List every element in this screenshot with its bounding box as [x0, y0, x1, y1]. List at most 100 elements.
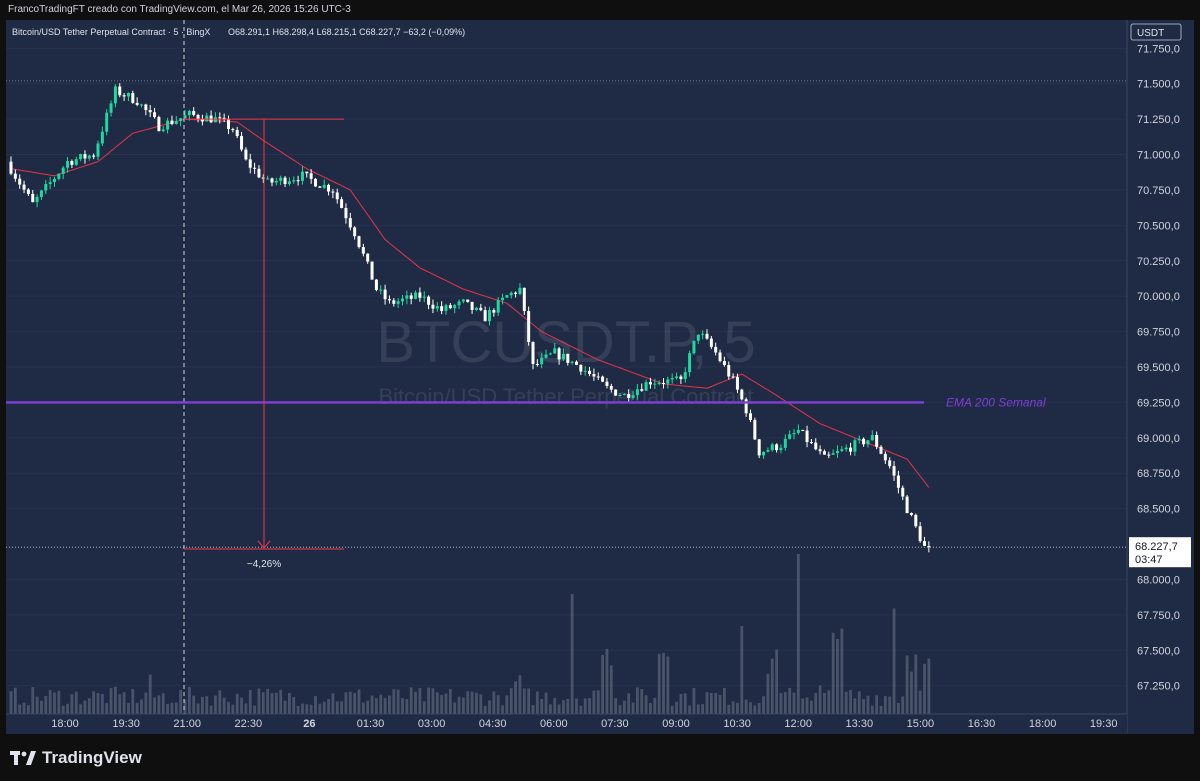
price-tick-label: 71.000,0 — [1137, 150, 1180, 162]
candle-body — [653, 383, 657, 385]
volume-bar — [592, 690, 596, 714]
volume-bar — [35, 696, 39, 714]
volume-bar — [844, 691, 848, 714]
attribution-text: FrancoTradingFT creado con TradingView.c… — [8, 4, 351, 15]
price-tick-label: 70.750,0 — [1137, 185, 1180, 197]
volume-bar — [370, 695, 374, 714]
candle-body — [814, 442, 818, 450]
time-tick-label: 03:00 — [418, 718, 446, 730]
candle-body — [575, 361, 578, 365]
volume-bar — [122, 692, 126, 714]
volume-bar — [135, 702, 139, 714]
time-axis[interactable]: 18:00 19:30 21:00 22:30 26 01:30 03:00 04:30 06:… — [6, 713, 1127, 734]
volume-bar — [888, 696, 892, 714]
volume-bar — [736, 702, 739, 714]
volume-bar — [314, 696, 317, 714]
candle-body — [153, 112, 157, 118]
legend-symbol: Bitcoin/USD Tether Perpetual Contract · … — [12, 27, 210, 37]
candle-body — [883, 453, 887, 461]
candle-body — [109, 103, 113, 113]
attribution-bar: FrancoTradingFT creado con TradingView.c… — [0, 0, 1200, 20]
candle-body — [327, 184, 331, 192]
volume-bar — [544, 692, 548, 714]
candle-body — [583, 370, 587, 372]
candle-body — [866, 440, 870, 445]
volume-bar — [405, 699, 409, 714]
volume-bar — [435, 692, 439, 714]
candle-body — [905, 496, 909, 514]
volume-bar — [718, 694, 722, 714]
candle-body — [213, 117, 217, 123]
watermark-ticker: BTCUSDT.P, 5 — [376, 310, 755, 375]
candle-body — [474, 307, 478, 310]
price-tick-label: 67.500,0 — [1137, 645, 1180, 657]
candle-body — [635, 389, 639, 396]
volume-bar — [514, 681, 517, 714]
price-axis[interactable]: USDT 71.750,0 71.500,0 71.250,0 71.000,0 70.7… — [1126, 20, 1194, 734]
volume-bar — [27, 705, 30, 714]
candle-body — [822, 451, 826, 455]
candle-body — [666, 379, 670, 384]
volume-bar — [927, 658, 931, 714]
candle-body — [531, 341, 535, 364]
volume-bar — [431, 688, 435, 714]
candle-body — [662, 382, 665, 384]
volume-bar — [375, 698, 378, 714]
tradingview-logo[interactable]: TradingView — [10, 748, 142, 768]
price-chart[interactable]: BTCUSDT.P, 5 Bitcoin/USD Tether Perpetua… — [6, 20, 1194, 734]
volume-bar — [788, 687, 792, 714]
candle-body — [166, 120, 170, 130]
volume-bar — [109, 688, 113, 714]
chart-frame[interactable]: BTCUSDT.P, 5 Bitcoin/USD Tether Perpetua… — [6, 20, 1194, 734]
candle-body — [66, 161, 70, 168]
candle-body — [244, 149, 248, 160]
volume-bar — [723, 687, 726, 714]
candle-body — [231, 129, 235, 131]
candle-body — [731, 376, 735, 378]
volume-bar — [305, 704, 309, 714]
volume-bar — [344, 692, 348, 714]
candle-body — [200, 119, 204, 122]
candle-body — [383, 289, 387, 300]
candle-body — [796, 429, 800, 434]
volume-bar — [96, 693, 100, 714]
candle-body — [44, 183, 48, 191]
candle-body — [157, 117, 161, 132]
time-tick-label: 07:30 — [601, 718, 629, 730]
candle-body — [518, 287, 522, 294]
candle-body — [92, 155, 96, 157]
volume-bar — [166, 704, 169, 714]
candle-body — [818, 449, 822, 452]
price-tick-label: 69.750,0 — [1137, 327, 1180, 339]
volume-bar — [466, 691, 470, 714]
currency-label: USDT — [1137, 28, 1164, 39]
candle-body — [701, 333, 705, 335]
candle-body — [801, 429, 805, 431]
candle-body — [100, 131, 104, 144]
candle-body — [79, 154, 83, 160]
volume-bar — [549, 704, 552, 714]
time-axis-bg — [6, 714, 1127, 734]
candle-body — [418, 292, 422, 298]
volume-bar — [696, 704, 700, 714]
time-tick-label: 10:30 — [723, 718, 751, 730]
candle-body — [431, 304, 435, 309]
time-tick-label: 09:00 — [662, 718, 690, 730]
candle-body — [888, 460, 892, 467]
volume-bar — [901, 696, 905, 714]
candle-body — [18, 178, 22, 185]
volume-bar — [44, 695, 48, 714]
volume-bar — [827, 690, 831, 714]
volume-bar — [253, 705, 256, 714]
candle-body — [596, 376, 600, 378]
price-tick-label: 69.000,0 — [1137, 433, 1180, 445]
candle-body — [923, 541, 926, 546]
candle-body — [631, 395, 635, 398]
candle-body — [496, 300, 500, 313]
volume-bar — [118, 694, 122, 714]
volume-bar — [749, 702, 752, 714]
volume-bar — [92, 691, 96, 714]
volume-bar — [522, 688, 526, 714]
volume-bar — [557, 704, 561, 714]
volume-bar — [227, 701, 230, 714]
